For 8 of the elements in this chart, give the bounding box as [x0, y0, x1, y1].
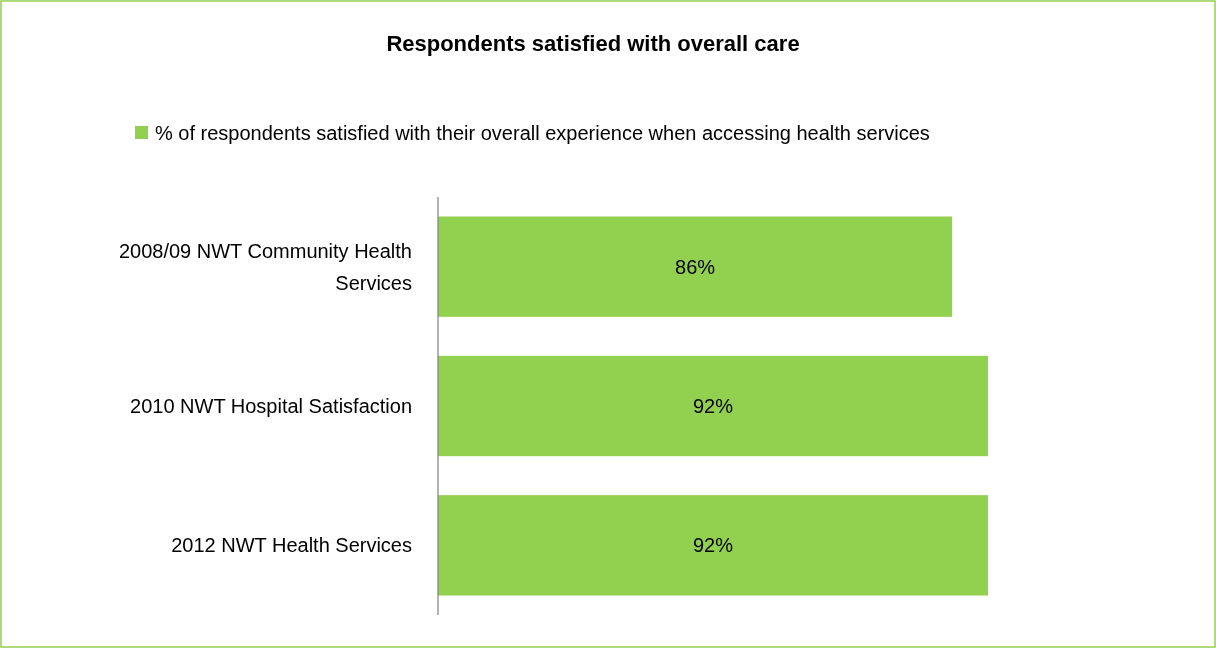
y-tick-label: 2008/09 NWT Community Health Services — [118, 239, 412, 294]
data-label: 86% — [675, 255, 716, 278]
data-label: 92% — [692, 534, 734, 557]
data-label: 92% — [692, 395, 734, 417]
chart-title: Respondents satisfied with overall care — [386, 31, 800, 56]
y-tick-label: 2012 NWT Health Services — [171, 534, 412, 557]
legend-label: % of respondents satisfied with their overall experience when accessing health services — [155, 122, 930, 144]
y-tick-label: 2010 NWT Hospital Satisfaction — [130, 395, 412, 417]
